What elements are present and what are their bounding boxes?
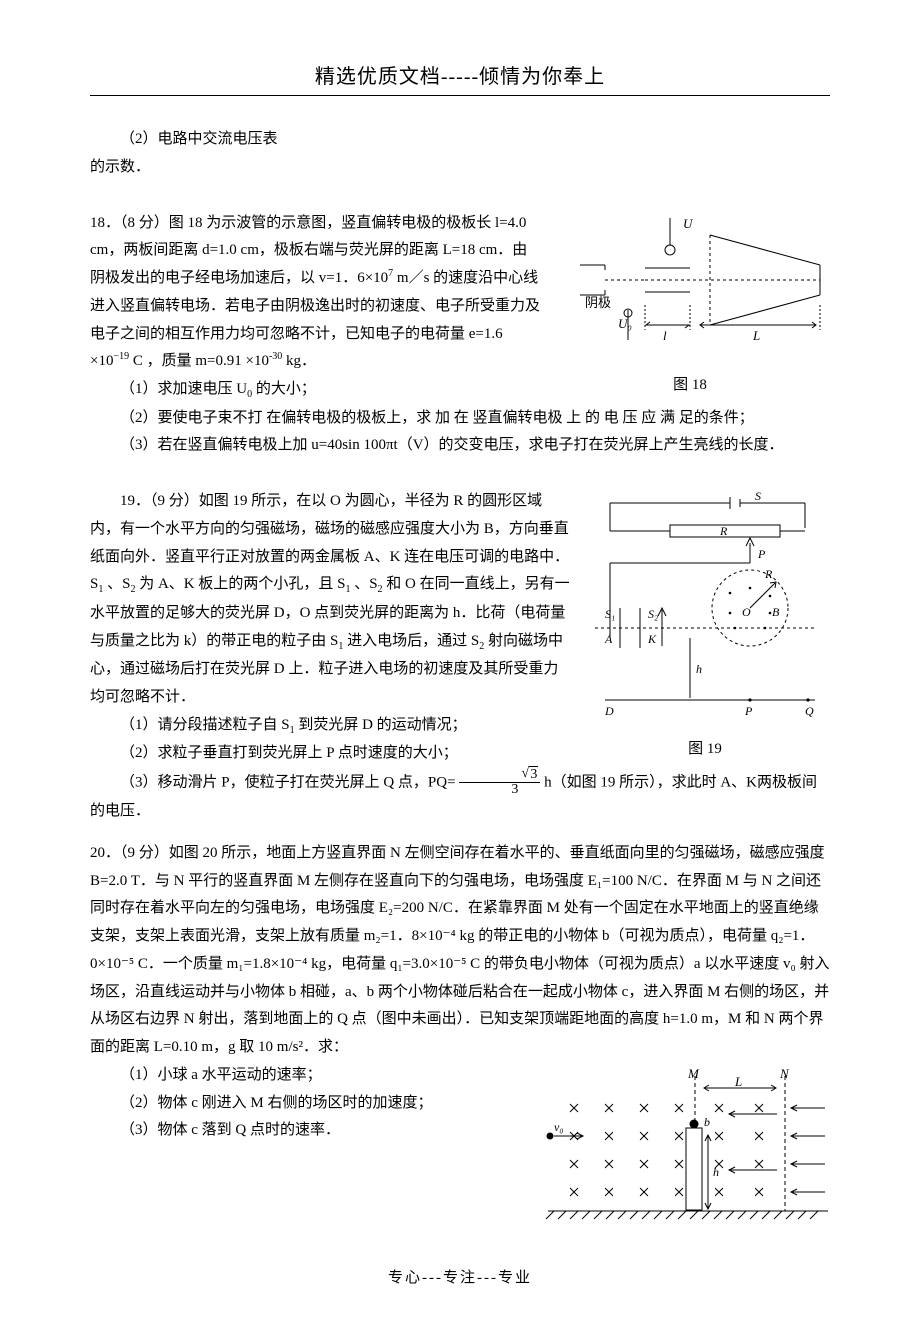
intro-line-2: 的示数． [90,154,830,182]
svg-text:l: l [663,328,667,343]
problem-18: U [90,210,830,461]
main-content: （2）电路中交流电压表 的示数． U [90,126,830,1242]
page-footer: 专心---专注---专业 [90,1266,830,1287]
page-header: 精选优质文档-----倾情为你奉上 [90,60,830,96]
svg-text:h: h [713,1165,719,1179]
svg-text:U: U [683,216,694,231]
svg-text:h: h [696,662,702,676]
p18-lead-4: kg． [286,353,316,369]
svg-text:U₀: U₀ [618,316,632,331]
p19-l6: 进入电场后，通过 S [347,633,479,649]
intro-line-1: （2）电路中交流电压表 [90,126,830,154]
fraction-sqrt3-3: 33 [459,768,540,798]
p19-q1a: （1）请分段描述粒子自 S [120,717,290,733]
problem-19: S R P [90,488,830,826]
svg-text:阴极: 阴极 [585,295,611,310]
p19-l4: 、S [354,576,377,592]
svg-text:S₂: S₂ [648,607,658,621]
p18-q3: （3）若在竖直偏转电极上加 u=40sin 100πt（V）的交变电压，求电子打… [90,432,830,460]
svg-text:R: R [764,567,773,581]
svg-text:S₁: S₁ [605,607,615,621]
svg-text:L: L [734,1074,742,1089]
svg-text:S: S [755,489,761,503]
svg-text:D: D [604,704,614,718]
figure-20: M N L [530,1066,830,1231]
svg-text:P: P [757,547,766,561]
svg-text:M: M [687,1066,700,1081]
figure-18: U [550,210,830,360]
svg-text:A: A [604,632,613,646]
figure-19: S R P [580,488,830,723]
intro-block: （2）电路中交流电压表 的示数． [90,126,830,182]
svg-text:B: B [772,605,780,619]
svg-text:v₀: v₀ [554,1120,564,1134]
figure-19-label: 图 19 [580,736,830,764]
svg-text:N: N [779,1066,790,1081]
svg-text:Q: Q [805,704,814,718]
svg-text:K: K [647,632,657,646]
p19-l3: 为 A、K 板上的两个小孔，且 S [139,576,345,592]
p18-q2: （2）要使电子束不打 在偏转电极的极板上，求 加 在 竖直偏转电极 上 的 电 … [90,405,830,433]
p18-q1-b: 的大小； [252,381,316,397]
svg-text:b: b [704,1115,710,1129]
p20-lead: 20．（9 分）如图 20 所示，地面上方竖直界面 N 左侧空间存在着水平的、垂… [90,840,830,1062]
svg-text:R: R [719,524,728,538]
p19-q3: （3）移动滑片 P，使粒子打在荧光屏上 Q 点，PQ= 33 h（如图 19 所… [90,768,830,826]
p19-l2: 、S [107,576,130,592]
p18-q1-a: （1）求加速电压 U [120,381,247,397]
svg-text:P: P [744,704,753,718]
p19-q1b: 到荧光屏 D 的运动情况； [295,717,467,733]
p19-q3a: （3）移动滑片 P，使粒子打在荧光屏上 Q 点，PQ= [120,774,459,790]
figure-18-label: 图 18 [550,372,830,400]
svg-text:L: L [752,328,760,343]
p18-lead-3: C ，质量 m=0.91 ×10 [133,353,269,369]
svg-text:O: O [742,605,751,619]
problem-20: 20．（9 分）如图 20 所示，地面上方竖直界面 N 左侧空间存在着水平的、垂… [90,840,830,1242]
